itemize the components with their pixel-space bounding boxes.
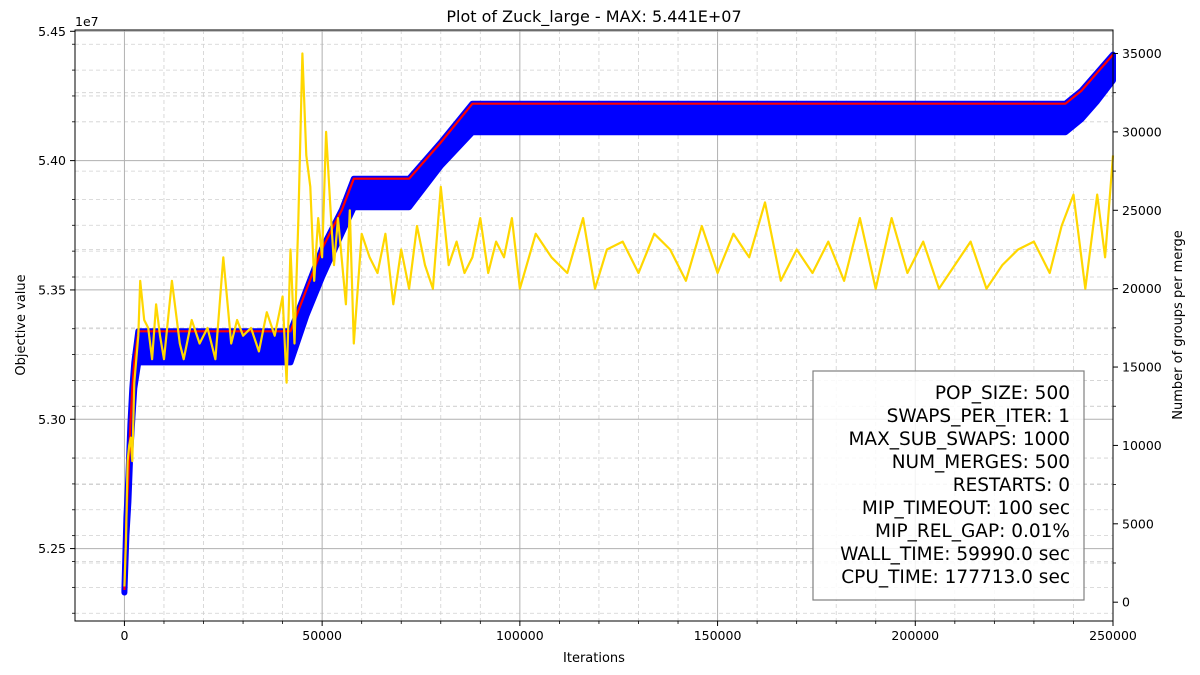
x-tick-label: 100000	[496, 628, 544, 643]
info-box-line: MIP_TIMEOUT: 100 sec	[862, 498, 1070, 519]
groups-per-merge-line	[123, 52, 1115, 587]
ticks-layer: 0 50000 100000 150000 200000 2500005.255.305.…	[38, 24, 1162, 643]
y2-tick-label: 5000	[1122, 516, 1154, 531]
groups-line-layer	[123, 52, 1115, 587]
plot-frame	[74, 29, 1114, 622]
x-tick-label: 250000	[1089, 628, 1137, 643]
y-tick-label: 5.30	[38, 412, 66, 427]
y2-tick-label: 15000	[1122, 360, 1162, 375]
info-box-line: SWAPS_PER_ITER: 1	[887, 406, 1070, 427]
y2-tick-label: 35000	[1122, 46, 1162, 61]
y2-tick-label: 30000	[1122, 124, 1162, 139]
x-tick-label: 200000	[891, 628, 939, 643]
info-box-line: POP_SIZE: 500	[935, 383, 1070, 404]
x-axis-title: Iterations	[563, 651, 625, 666]
info-box-line: MIP_REL_GAP: 0.01%	[875, 521, 1070, 542]
y-tick-label: 5.25	[38, 541, 66, 556]
y2-tick-label: 0	[1122, 595, 1130, 610]
info-box-line: CPU_TIME: 177713.0 sec	[841, 567, 1070, 588]
y-tick-label: 5.35	[38, 282, 66, 297]
info-box-line: NUM_MERGES: 500	[892, 452, 1070, 473]
y2-tick-label: 10000	[1122, 438, 1162, 453]
info-box-line: WALL_TIME: 59990.0 sec	[840, 544, 1070, 565]
x-tick-label: 150000	[694, 628, 742, 643]
info-box-line: MAX_SUB_SWAPS: 1000	[848, 429, 1070, 450]
y-tick-label: 5.40	[38, 153, 66, 168]
chart-title: Plot of Zuck_large - MAX: 5.441E+07	[446, 7, 741, 27]
y2-tick-label: 25000	[1122, 203, 1162, 218]
y2-tick-label: 20000	[1122, 281, 1162, 296]
x-tick-label: 50000	[302, 628, 342, 643]
y-exponent-label: 1e7	[75, 14, 99, 29]
info-box-frame	[812, 370, 1085, 601]
y2-axis-title: Number of groups per merge	[1171, 230, 1186, 419]
y-axis-title: Objective value	[14, 274, 29, 375]
y-tick-label: 5.45	[38, 24, 66, 39]
x-tick-label: 0	[120, 628, 128, 643]
info-box-line: RESTARTS: 0	[953, 475, 1070, 496]
